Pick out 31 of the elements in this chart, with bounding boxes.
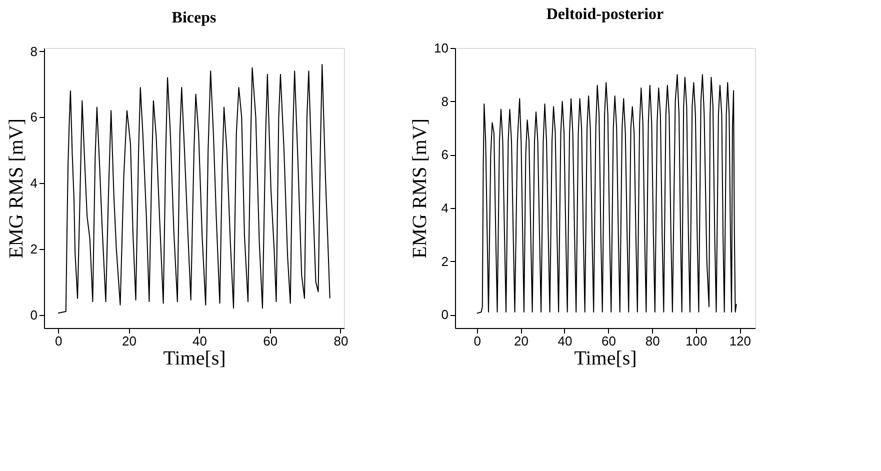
x-tick-label: 60: [263, 334, 278, 348]
x-axis-title: Time[s]: [163, 348, 226, 370]
y-tick-label: 10: [434, 40, 448, 56]
line-series: [476, 74, 737, 314]
x-tick-label: 40: [558, 334, 572, 348]
x-tick-label: 0: [55, 334, 62, 348]
x-axis-title: Time[s]: [574, 348, 637, 370]
x-tick-label: 40: [192, 334, 208, 348]
y-tick-label: 2: [441, 254, 448, 269]
y-tick-label: 0: [30, 307, 38, 322]
y-tick-label: 2: [30, 241, 38, 256]
y-tick-label: 6: [441, 147, 448, 162]
x-tick-label: 20: [514, 334, 528, 348]
x-tick-label: 80: [334, 334, 348, 348]
y-tick-label: 4: [30, 176, 38, 191]
chart-title: Biceps: [172, 9, 216, 26]
chart-title: Deltoid-posterior: [546, 6, 664, 23]
line-series: [58, 64, 330, 314]
y-tick-label: 4: [441, 200, 448, 216]
y-tick-label: 8: [30, 44, 38, 59]
x-tick-label: 60: [602, 334, 616, 348]
x-tick-label: 0: [474, 334, 482, 348]
y-tick-label: 8: [441, 94, 448, 109]
y-tick-label: 6: [30, 110, 38, 125]
y-axis-title: EMG RMS [mV]: [409, 118, 432, 259]
x-tick-label: 120: [729, 334, 752, 348]
x-tick-label: 100: [686, 334, 708, 348]
x-tick-label: 80: [645, 334, 660, 348]
y-tick-label: 0: [441, 307, 448, 322]
x-tick-label: 20: [122, 334, 136, 348]
y-axis-title: EMG RMS [mV]: [5, 118, 28, 259]
